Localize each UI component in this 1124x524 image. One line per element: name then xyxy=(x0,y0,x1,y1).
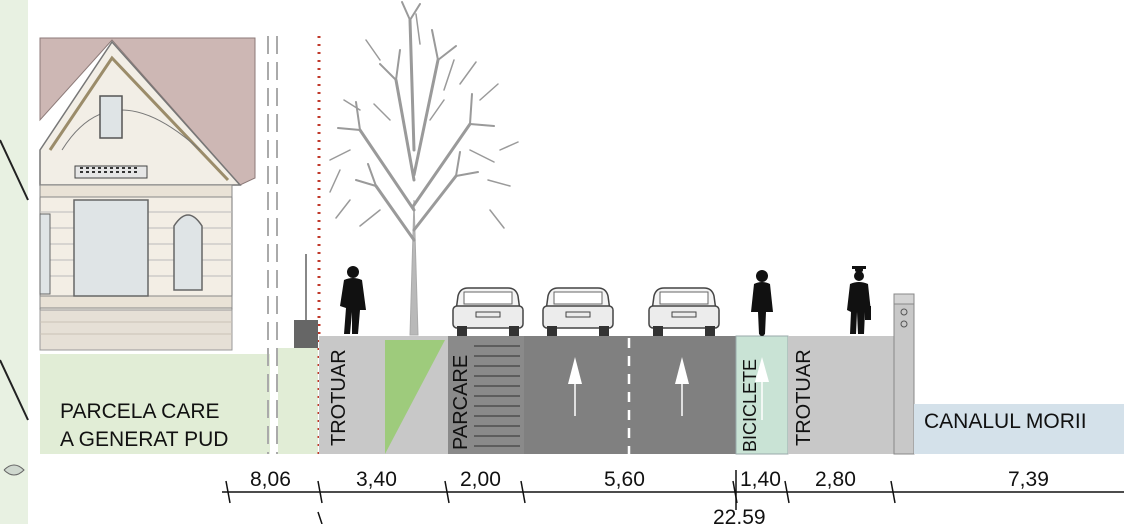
building-window-arched xyxy=(173,214,203,291)
dim-label-2: 3,40 xyxy=(356,468,397,491)
dim-label-6: 2,80 xyxy=(815,468,856,491)
parcel-ground-right xyxy=(278,348,318,454)
dimension-line xyxy=(222,470,1124,524)
parking-hatch xyxy=(474,345,520,447)
dim-label-total: 22,59 xyxy=(713,506,766,524)
zone-label-bike-lane: BICICLETE xyxy=(740,359,760,452)
bike-arrow xyxy=(755,357,769,420)
dim-label-5: 1,40 xyxy=(740,468,781,491)
dim-label-3: 2,00 xyxy=(460,468,501,491)
fence-post xyxy=(294,320,318,348)
dim-label-7: 7,39 xyxy=(1008,468,1049,491)
tree xyxy=(329,1,519,336)
zone-canal xyxy=(914,404,1124,454)
pedestrian-left xyxy=(340,266,366,334)
building-door xyxy=(73,199,149,297)
road-arrow-right xyxy=(675,357,689,416)
gable-window xyxy=(99,95,123,139)
zone-sidewalk-right xyxy=(788,336,894,454)
left-site-plan-strip xyxy=(0,0,29,524)
parcel-label-line1: PARCELA CARE xyxy=(60,400,220,423)
dim-label-1: 8,06 xyxy=(250,468,291,491)
zone-label-sidewalk-right: TROTUAR xyxy=(793,349,815,446)
dim-label-4: 5,60 xyxy=(604,468,645,491)
zone-label-sidewalk-left: TROTUAR xyxy=(328,349,350,446)
parcel: PARCELA CARE A GENERAT PUD xyxy=(40,348,318,454)
parcel-ground xyxy=(40,354,270,454)
car-parking xyxy=(452,287,524,336)
pedestrian-right xyxy=(847,266,871,334)
cyclist xyxy=(751,270,773,336)
car-lane-2 xyxy=(648,287,720,336)
zone-label-parking: PARCARE xyxy=(450,355,472,450)
building-gable xyxy=(39,40,242,186)
car-lane-1 xyxy=(542,287,614,336)
road-arrow-left xyxy=(568,357,582,416)
historic-building xyxy=(39,37,256,351)
canal-wall xyxy=(893,299,915,455)
zone-label-canal: CANALUL MORII xyxy=(924,410,1087,433)
green-strip xyxy=(385,340,445,454)
boundary-dashed-lines xyxy=(267,36,278,454)
parcel-label-line2: A GENERAT PUD xyxy=(60,428,228,451)
